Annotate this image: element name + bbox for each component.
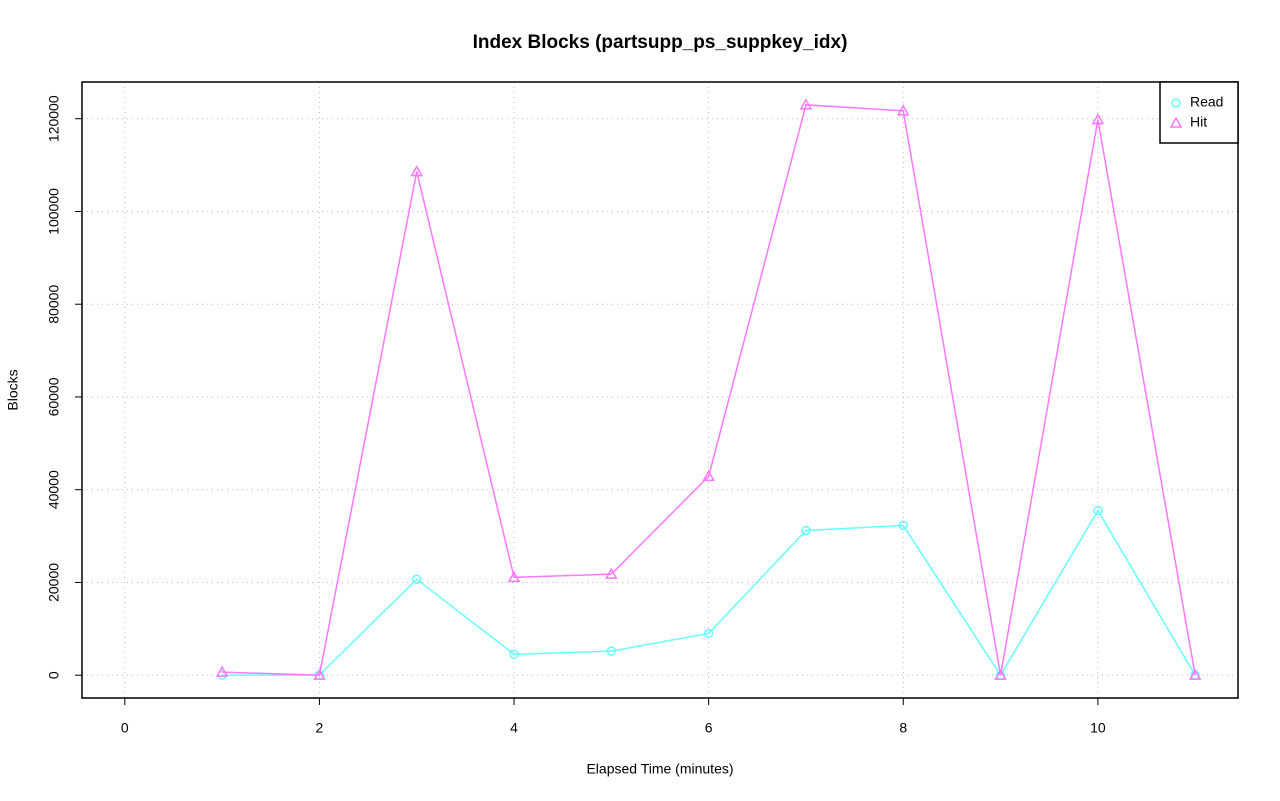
point	[896, 104, 910, 116]
chart-title: Index Blocks (partsupp_ps_suppkey_idx)	[473, 32, 848, 53]
y-tick-label: 0	[46, 671, 62, 679]
x-tick-label: 6	[705, 720, 713, 736]
x-tick-label: 8	[899, 720, 907, 736]
legend-marker	[1171, 98, 1181, 108]
y-tick-label: 120000	[46, 95, 62, 142]
point	[1091, 113, 1105, 125]
point	[801, 525, 811, 536]
point	[1093, 505, 1103, 516]
point	[606, 646, 617, 656]
point	[994, 668, 1007, 680]
x-tick-label: 4	[510, 720, 518, 736]
x-tick-label: 0	[121, 720, 129, 736]
legend-marker	[1169, 116, 1183, 128]
point	[509, 649, 519, 660]
y-tick-label: 80000	[46, 285, 62, 324]
legend-box	[1159, 81, 1239, 144]
y-axis-label: Blocks	[5, 369, 21, 410]
point	[799, 98, 813, 110]
point	[313, 668, 326, 680]
plot-frame	[81, 81, 1239, 699]
x-tick-label: 2	[316, 720, 324, 736]
point	[703, 628, 714, 639]
point	[410, 165, 424, 177]
point	[411, 574, 422, 584]
legend-label: Read	[1190, 94, 1223, 110]
x-tick-label: 10	[1090, 720, 1106, 736]
series-line	[222, 509, 1196, 677]
y-tick-label: 20000	[46, 563, 62, 602]
x-axis-label: Elapsed Time (minutes)	[586, 761, 733, 777]
point	[898, 520, 909, 531]
legend-label: Hit	[1190, 114, 1207, 130]
point	[605, 567, 618, 579]
y-tick-label: 60000	[46, 377, 62, 416]
point	[702, 469, 715, 482]
point	[1188, 668, 1202, 680]
y-tick-label: 40000	[46, 470, 62, 509]
y-tick-label: 100000	[46, 188, 62, 235]
point	[215, 665, 229, 677]
point	[507, 570, 521, 583]
series-line	[222, 104, 1196, 676]
